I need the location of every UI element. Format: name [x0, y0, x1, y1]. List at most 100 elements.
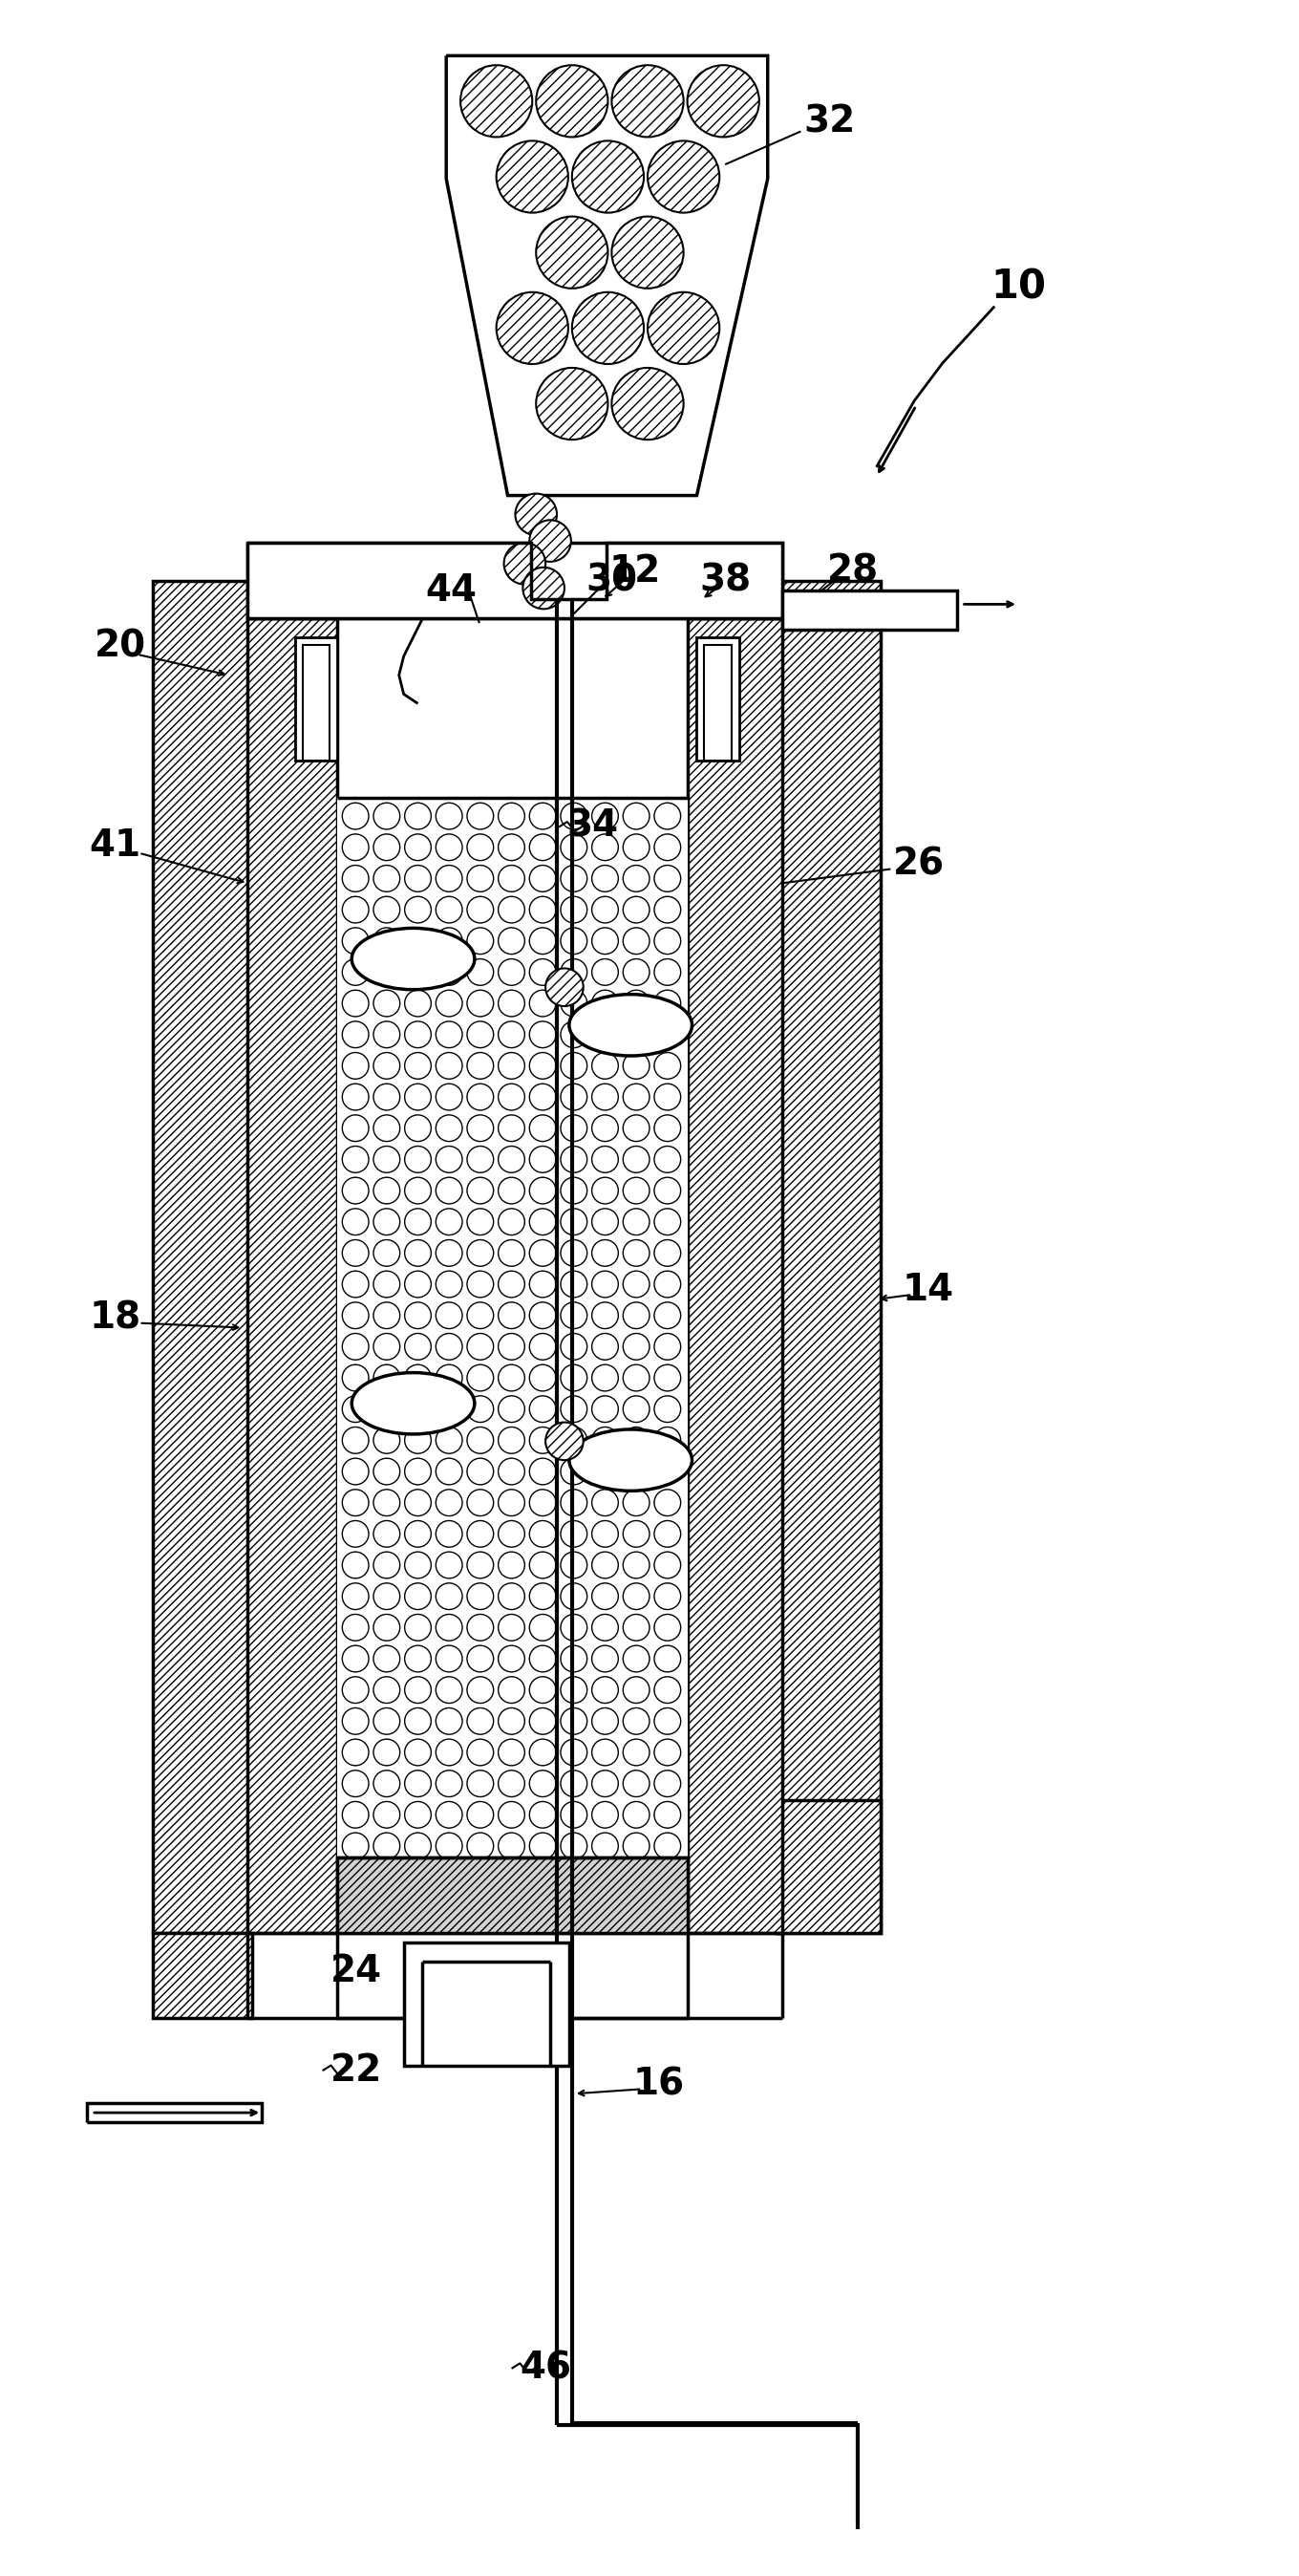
Circle shape: [468, 1458, 494, 1484]
Circle shape: [499, 1770, 525, 1798]
Circle shape: [342, 1801, 369, 1829]
Circle shape: [373, 804, 400, 829]
Circle shape: [342, 835, 369, 860]
Circle shape: [405, 1489, 431, 1515]
Circle shape: [342, 1520, 369, 1548]
Bar: [338, 1857, 687, 1932]
Circle shape: [530, 1489, 556, 1515]
Circle shape: [624, 1427, 650, 1453]
Circle shape: [561, 1208, 587, 1234]
Circle shape: [436, 896, 462, 922]
Circle shape: [624, 1303, 650, 1329]
Text: 41: 41: [90, 827, 142, 863]
Circle shape: [342, 1115, 369, 1141]
Circle shape: [468, 1365, 494, 1391]
Circle shape: [468, 1270, 494, 1298]
Circle shape: [624, 1708, 650, 1734]
Circle shape: [592, 1584, 618, 1610]
Circle shape: [624, 1770, 650, 1798]
Circle shape: [436, 989, 462, 1018]
Circle shape: [373, 866, 400, 891]
Circle shape: [592, 1458, 618, 1484]
Circle shape: [561, 1054, 587, 1079]
Circle shape: [468, 1054, 494, 1079]
Circle shape: [373, 1084, 400, 1110]
Circle shape: [373, 1239, 400, 1267]
Circle shape: [655, 1677, 681, 1703]
Circle shape: [655, 1054, 681, 1079]
Circle shape: [373, 1646, 400, 1672]
Circle shape: [342, 1208, 369, 1234]
Circle shape: [342, 1458, 369, 1484]
Circle shape: [405, 1239, 431, 1267]
Circle shape: [468, 1115, 494, 1141]
Circle shape: [530, 1054, 556, 1079]
Text: 26: 26: [894, 845, 944, 884]
Circle shape: [592, 1739, 618, 1765]
Circle shape: [373, 1708, 400, 1734]
Circle shape: [530, 1146, 556, 1172]
Circle shape: [436, 1551, 462, 1579]
Circle shape: [468, 896, 494, 922]
Circle shape: [624, 1239, 650, 1267]
Circle shape: [436, 1054, 462, 1079]
Circle shape: [342, 1708, 369, 1734]
Circle shape: [530, 1427, 556, 1453]
Circle shape: [342, 958, 369, 987]
Text: 20: 20: [95, 629, 145, 665]
Bar: [338, 618, 687, 1932]
Circle shape: [468, 1427, 494, 1453]
Circle shape: [468, 1334, 494, 1360]
Circle shape: [561, 1334, 587, 1360]
Circle shape: [436, 866, 462, 891]
Circle shape: [373, 1551, 400, 1579]
Circle shape: [468, 1084, 494, 1110]
Circle shape: [561, 804, 587, 829]
Circle shape: [592, 1801, 618, 1829]
Circle shape: [504, 544, 546, 585]
Circle shape: [373, 1489, 400, 1515]
Circle shape: [405, 1054, 431, 1079]
Circle shape: [561, 866, 587, 891]
Circle shape: [592, 1084, 618, 1110]
Circle shape: [342, 1146, 369, 1172]
Circle shape: [530, 1365, 556, 1391]
Circle shape: [405, 896, 431, 922]
Bar: [338, 799, 687, 1857]
Circle shape: [530, 1334, 556, 1360]
Circle shape: [468, 1832, 494, 1860]
Circle shape: [499, 1458, 525, 1484]
Circle shape: [342, 1270, 369, 1298]
Text: 28: 28: [827, 554, 878, 590]
Circle shape: [460, 64, 533, 137]
Circle shape: [342, 1427, 369, 1453]
Circle shape: [405, 1520, 431, 1548]
Bar: [782, 590, 957, 629]
Circle shape: [499, 1584, 525, 1610]
Circle shape: [373, 1615, 400, 1641]
Circle shape: [373, 1177, 400, 1203]
Circle shape: [405, 1365, 431, 1391]
Circle shape: [436, 1677, 462, 1703]
Circle shape: [468, 1801, 494, 1829]
Circle shape: [561, 1551, 587, 1579]
Circle shape: [405, 1646, 431, 1672]
Circle shape: [499, 1677, 525, 1703]
Circle shape: [342, 1020, 369, 1048]
Circle shape: [436, 1239, 462, 1267]
Circle shape: [592, 804, 618, 829]
Circle shape: [530, 1677, 556, 1703]
Circle shape: [530, 1615, 556, 1641]
Circle shape: [530, 1520, 556, 1548]
Circle shape: [592, 958, 618, 987]
Circle shape: [530, 1801, 556, 1829]
Circle shape: [655, 1084, 681, 1110]
Circle shape: [592, 1054, 618, 1079]
Circle shape: [436, 1208, 462, 1234]
Circle shape: [499, 1801, 525, 1829]
Circle shape: [655, 1427, 681, 1453]
Circle shape: [342, 1646, 369, 1672]
Circle shape: [624, 1615, 650, 1641]
Circle shape: [561, 1489, 587, 1515]
Circle shape: [655, 1270, 681, 1298]
